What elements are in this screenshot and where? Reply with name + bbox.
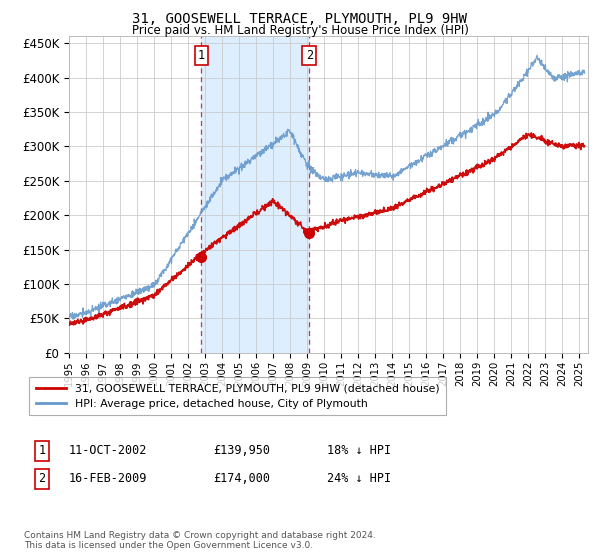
Text: 24% ↓ HPI: 24% ↓ HPI (327, 472, 391, 486)
Text: 16-FEB-2009: 16-FEB-2009 (69, 472, 148, 486)
Text: 11-OCT-2002: 11-OCT-2002 (69, 444, 148, 458)
Text: Contains HM Land Registry data © Crown copyright and database right 2024.
This d: Contains HM Land Registry data © Crown c… (24, 531, 376, 550)
Text: 31, GOOSEWELL TERRACE, PLYMOUTH, PL9 9HW: 31, GOOSEWELL TERRACE, PLYMOUTH, PL9 9HW (133, 12, 467, 26)
Text: £139,950: £139,950 (213, 444, 270, 458)
Bar (202, 36, 309, 353)
Text: £174,000: £174,000 (213, 472, 270, 486)
Text: 1: 1 (38, 444, 46, 458)
Text: 1: 1 (198, 49, 205, 62)
Text: 18% ↓ HPI: 18% ↓ HPI (327, 444, 391, 458)
Text: Price paid vs. HM Land Registry's House Price Index (HPI): Price paid vs. HM Land Registry's House … (131, 24, 469, 36)
Text: 2: 2 (38, 472, 46, 486)
Legend: 31, GOOSEWELL TERRACE, PLYMOUTH, PL9 9HW (detached house), HPI: Average price, d: 31, GOOSEWELL TERRACE, PLYMOUTH, PL9 9HW… (29, 377, 446, 416)
Text: 2: 2 (306, 49, 313, 62)
